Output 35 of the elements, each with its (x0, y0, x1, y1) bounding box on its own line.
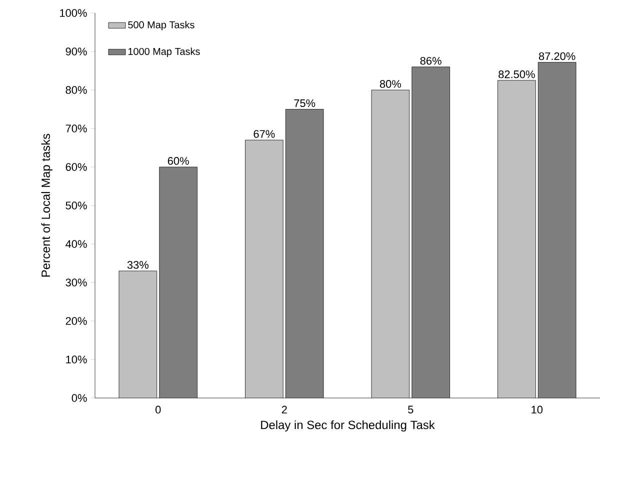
y-tick-label: 100% (60, 9, 87, 17)
y-tick-label: 60% (66, 163, 87, 171)
y-axis-title: Percent of Local Map tasks (41, 134, 52, 277)
data-label: 82.50% (498, 70, 535, 78)
y-tick-label: 30% (66, 278, 87, 286)
y-tick-label: 0% (72, 394, 87, 402)
data-label: 67% (254, 130, 275, 138)
legend-label: 500 Map Tasks (128, 21, 194, 30)
bar (371, 90, 410, 398)
x-tick-label: 0 (156, 406, 161, 414)
data-label: 60% (168, 157, 189, 165)
legend-label: 1000 Map Tasks (128, 48, 200, 57)
y-tick-label: 90% (66, 48, 87, 56)
bar (538, 62, 576, 398)
y-tick-label: 70% (66, 124, 87, 132)
x-axis-title: Delay in Sec for Scheduling Task (261, 420, 435, 432)
x-tick-label: 5 (408, 406, 414, 414)
y-tick-label: 10% (66, 356, 87, 364)
data-label: 75% (294, 99, 316, 108)
bar (412, 66, 450, 398)
x-tick-label: 2 (282, 406, 287, 414)
bar (498, 80, 536, 398)
y-tick-label: 20% (66, 317, 87, 325)
y-tick-label: 80% (66, 86, 87, 94)
data-label: 87.20% (538, 52, 576, 60)
y-tick-label: 50% (66, 202, 87, 210)
x-tick-label: 10 (532, 406, 543, 414)
data-label: 86% (420, 56, 442, 65)
bar (159, 166, 198, 398)
bar (286, 109, 324, 398)
data-label: 33% (127, 261, 148, 269)
bar (245, 140, 284, 398)
bar (118, 270, 157, 398)
data-label: 80% (380, 80, 401, 88)
y-tick-label: 40% (66, 240, 87, 248)
